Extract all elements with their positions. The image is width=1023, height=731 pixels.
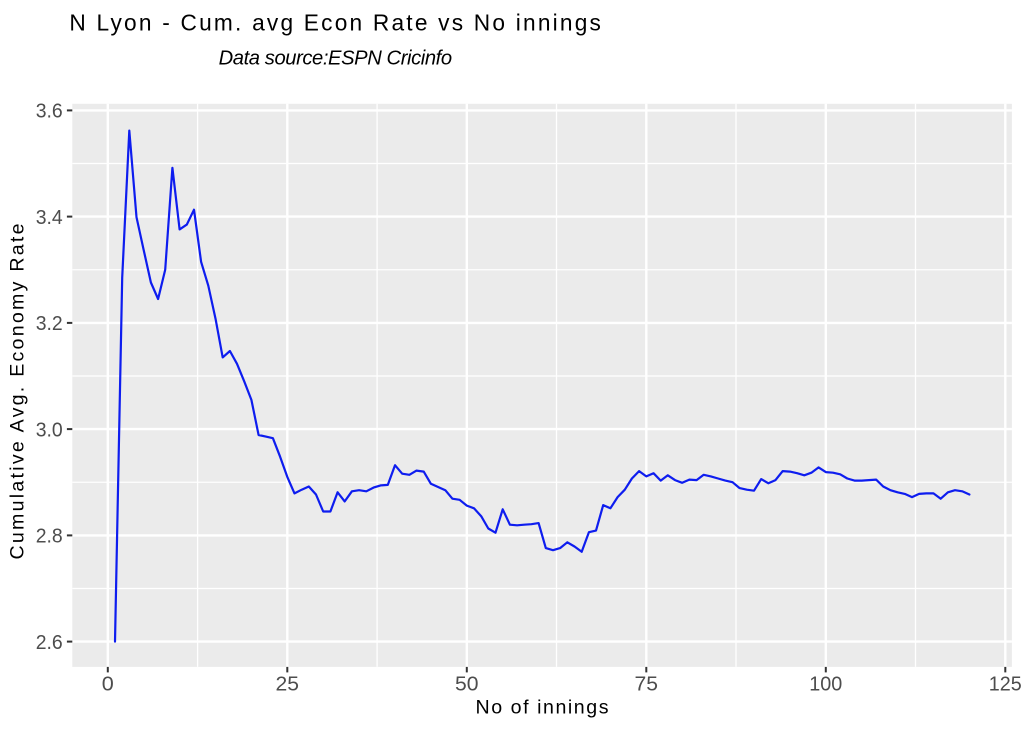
svg-text:3.4: 3.4: [36, 207, 63, 229]
svg-text:25: 25: [276, 673, 300, 695]
svg-text:Data source:ESPN Cricinfo: Data source:ESPN Cricinfo: [219, 48, 453, 70]
svg-text:3.0: 3.0: [36, 419, 63, 441]
svg-text:2.8: 2.8: [36, 526, 63, 548]
svg-text:100: 100: [809, 673, 842, 695]
svg-text:3.2: 3.2: [36, 313, 63, 335]
svg-text:No of innings: No of innings: [476, 696, 609, 718]
svg-text:0: 0: [102, 673, 114, 695]
svg-text:50: 50: [455, 673, 479, 695]
svg-text:2.6: 2.6: [36, 632, 63, 654]
svg-text:3.6: 3.6: [36, 101, 63, 123]
svg-text:Cumulative Avg. Economy Rate: Cumulative Avg. Economy Rate: [7, 223, 29, 559]
svg-text:75: 75: [635, 673, 659, 695]
svg-text:N Lyon - Cum. avg Econ Rate vs: N Lyon - Cum. avg Econ Rate vs No inning…: [69, 9, 601, 35]
svg-text:125: 125: [989, 673, 1022, 695]
